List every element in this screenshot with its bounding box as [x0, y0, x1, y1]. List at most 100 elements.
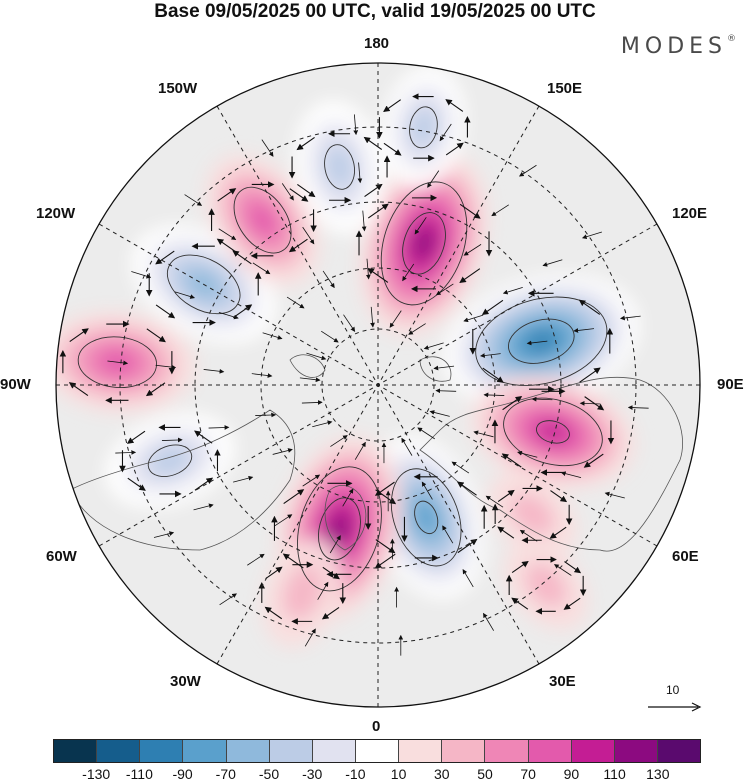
- wind-vector: [297, 184, 316, 198]
- wind-vector: [302, 226, 315, 245]
- wind-vector: [301, 400, 323, 405]
- colorbar-bin-2: [139, 740, 183, 762]
- wind-vector: [584, 396, 605, 411]
- wind-vector: [518, 164, 537, 177]
- wind-vector: [69, 328, 89, 343]
- wind-vector: [485, 495, 504, 508]
- wind-vector: [619, 315, 641, 321]
- wind-vector: [302, 474, 321, 487]
- wind-vector: [127, 477, 146, 491]
- map-boundary: [55, 62, 701, 708]
- anomaly-contour: [233, 186, 292, 254]
- wind-vector: [604, 491, 625, 499]
- anomaly-shade-level: [248, 203, 277, 237]
- wind-vector: [296, 137, 315, 151]
- wind-vector: [511, 597, 529, 610]
- wind-vector: [549, 526, 567, 539]
- wind-vector: [304, 628, 316, 647]
- wind-vector: [265, 566, 283, 580]
- wind-vector: [330, 435, 348, 447]
- lon-label-120w: 120W: [36, 205, 76, 222]
- colorbar-tick-label: 10: [390, 766, 407, 782]
- wind-vector: [283, 489, 305, 505]
- wind-vector: [553, 564, 572, 576]
- wind-vector: [550, 490, 568, 503]
- wind-vector: [627, 405, 649, 410]
- anomaly-contour: [414, 500, 439, 535]
- wind-vector: [153, 531, 175, 538]
- wind-vector: [320, 330, 339, 343]
- wind-vector: [578, 299, 601, 315]
- wind-vector: [217, 188, 237, 202]
- wind-vector: [232, 250, 252, 265]
- colorbar-bin-12: [570, 740, 614, 762]
- lon-label-150w: 150W: [158, 80, 198, 97]
- wind-vector: [481, 299, 504, 316]
- wind-vector: [501, 453, 522, 468]
- logo-text: MODES: [620, 34, 727, 59]
- wind-vector: [459, 268, 481, 284]
- wind-vector: [374, 481, 395, 496]
- wind-vector: [233, 475, 254, 483]
- colorbar-tick-label: 50: [477, 766, 493, 782]
- anomaly-shade-level: [324, 144, 355, 190]
- graticule: [56, 63, 700, 707]
- wind-vector: [155, 250, 175, 265]
- wind-vector: [194, 477, 214, 491]
- wind-vector: [342, 488, 354, 507]
- wind-vector: [374, 553, 396, 569]
- wind-vector: [389, 310, 402, 328]
- lon-label-30w: 30W: [170, 673, 201, 690]
- colorbar-bin-6: [311, 740, 355, 762]
- anomaly-shade-level: [413, 227, 435, 259]
- wind-vector: [281, 183, 294, 201]
- wind-vector: [408, 323, 426, 335]
- wind-vector: [502, 396, 523, 411]
- lon-label-0: 0: [372, 718, 381, 735]
- lon-label-30e: 30E: [549, 673, 576, 690]
- wind-vector: [194, 430, 213, 444]
- wind-vector: [583, 453, 604, 468]
- wind-vector: [343, 314, 356, 332]
- polar-stereographic-map: [55, 62, 701, 708]
- wind-vector: [483, 612, 495, 631]
- wind-vector: [526, 340, 548, 346]
- wind-vector: [423, 342, 444, 350]
- wind-vector: [216, 238, 236, 253]
- anomaly-shade-level: [509, 493, 555, 536]
- anomaly-shade-level: [148, 444, 192, 477]
- wind-vector: [517, 450, 538, 458]
- anomaly-contour: [380, 181, 468, 306]
- wind-vector: [264, 606, 283, 620]
- vector-scale-label: 10: [666, 683, 680, 697]
- wind-vector: [519, 529, 538, 542]
- colorbar-tick-label: -10: [345, 766, 366, 782]
- anomaly-shade-level: [525, 562, 568, 608]
- anomaly-shade-level: [414, 501, 438, 534]
- wind-vector: [401, 437, 413, 456]
- wind-vector: [497, 489, 515, 503]
- wind-vector: [442, 525, 454, 544]
- wind-vector: [463, 244, 482, 256]
- colorbar-bin-0: [54, 740, 97, 762]
- colorbar-bin-13: [613, 740, 657, 762]
- wind-vector: [317, 581, 329, 600]
- wind-vector: [193, 503, 214, 511]
- colorbar-tick-label: 110: [603, 766, 626, 782]
- anomaly-shade-level: [536, 420, 570, 444]
- colorbar-bin-1: [96, 740, 140, 762]
- wind-vector: [417, 427, 435, 440]
- colorbar-bin-14: [656, 740, 701, 762]
- wind-vectors: [59, 93, 649, 656]
- colorbar-tick-label: -90: [172, 766, 193, 782]
- wind-vector: [502, 287, 523, 295]
- wind-vector: [579, 400, 601, 406]
- lon-label-150e: 150E: [547, 80, 583, 97]
- wind-vector: [322, 566, 340, 580]
- lon-label-90e: 90E: [717, 376, 744, 393]
- wind-vector: [497, 526, 515, 539]
- wind-vector: [439, 123, 452, 142]
- wind-vector: [322, 270, 335, 289]
- north-america-coastline: [69, 409, 296, 551]
- wind-vector: [321, 606, 340, 620]
